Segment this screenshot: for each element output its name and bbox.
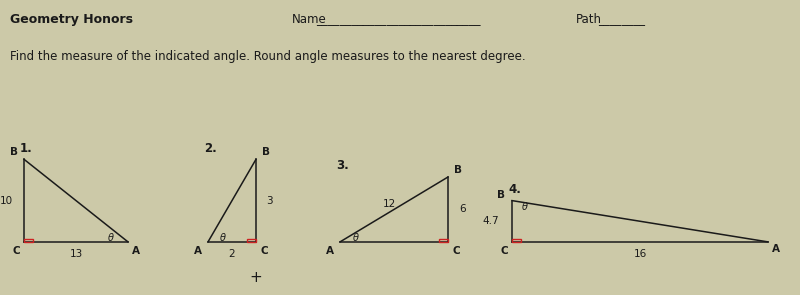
Text: $\theta$: $\theta$: [106, 231, 114, 242]
Text: A: A: [772, 244, 780, 254]
Text: A: A: [132, 246, 140, 256]
Text: Geometry Honors: Geometry Honors: [10, 13, 133, 26]
Text: 10: 10: [0, 196, 13, 206]
Text: A: A: [194, 246, 202, 256]
Text: 1.: 1.: [20, 142, 33, 155]
Text: $\theta$: $\theta$: [352, 232, 360, 243]
Text: C: C: [260, 246, 268, 256]
Text: $\theta$: $\theta$: [218, 231, 226, 242]
Text: +: +: [250, 270, 262, 285]
Text: $\theta$: $\theta$: [521, 200, 529, 212]
Text: ____________________________: ____________________________: [316, 13, 481, 26]
Text: ________: ________: [598, 13, 646, 26]
Text: 4.: 4.: [508, 183, 521, 196]
Text: 3: 3: [266, 196, 273, 206]
Text: B: B: [262, 147, 270, 157]
Text: Find the measure of the indicated angle. Round angle measures to the nearest deg: Find the measure of the indicated angle.…: [10, 50, 526, 63]
Text: 4.7: 4.7: [482, 216, 499, 226]
Text: 2.: 2.: [204, 142, 217, 155]
Text: Name: Name: [292, 13, 326, 26]
Text: B: B: [497, 190, 505, 200]
Text: 12: 12: [383, 199, 396, 209]
Text: 16: 16: [634, 249, 646, 259]
Text: C: C: [452, 246, 460, 256]
Text: A: A: [326, 246, 334, 256]
Text: C: C: [12, 246, 20, 256]
Text: B: B: [454, 165, 462, 175]
Text: C: C: [500, 246, 508, 256]
Text: 6: 6: [459, 204, 466, 214]
Text: 3.: 3.: [336, 159, 349, 172]
Text: 2: 2: [229, 249, 235, 259]
Text: Path: Path: [576, 13, 602, 26]
Text: 13: 13: [70, 249, 82, 259]
Text: B: B: [10, 147, 18, 157]
